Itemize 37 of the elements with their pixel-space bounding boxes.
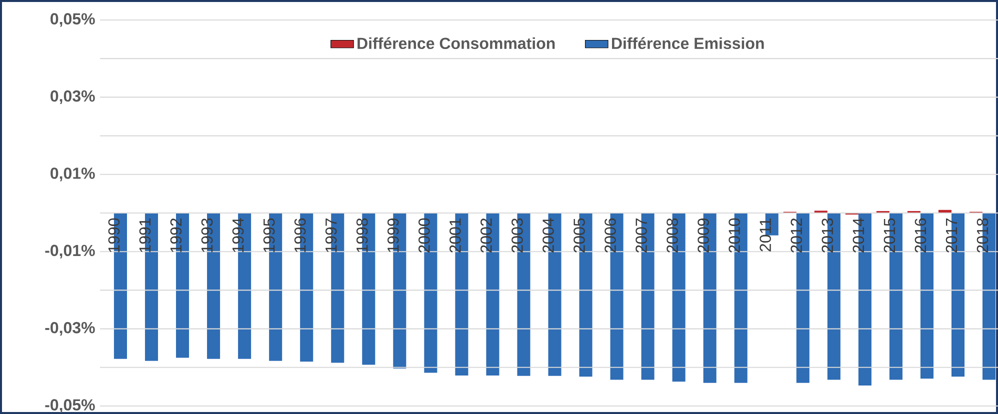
x-tick-label: 1993 <box>201 218 213 252</box>
y-tick-label: -0,03% <box>45 322 95 336</box>
x-tick-label: 1992 <box>170 218 182 252</box>
x-tick-label: 2005 <box>574 218 585 253</box>
y-tick-label: -0,05% <box>45 399 95 413</box>
x-tick-label: 2017 <box>946 218 958 253</box>
y-tick-label: -0,01% <box>45 244 95 258</box>
x-tick-label: 2007 <box>636 218 647 253</box>
legend-label: Différence Consommation <box>358 37 555 50</box>
x-tick-label: 2000 <box>418 218 430 253</box>
x-tick-label: 2008 <box>666 218 678 253</box>
x-tick-label: 2018 <box>976 218 988 253</box>
x-tick-label: 2016 <box>914 218 926 253</box>
x-tick-label: 2002 <box>480 218 492 253</box>
y-tick-label: 0,01% <box>50 168 95 182</box>
x-tick-label: 1994 <box>232 218 244 252</box>
x-tick-label: 2003 <box>512 218 523 253</box>
y-tick-label: 0,03% <box>50 90 95 104</box>
x-tick-label: 2014 <box>852 218 864 253</box>
x-tick-label: 2001 <box>450 218 461 253</box>
legend-label: Différence Emission <box>612 37 764 50</box>
x-tick-label: 1995 <box>263 218 275 252</box>
x-tick-label: 2011 <box>760 218 772 252</box>
x-tick-label: 1990 <box>108 218 120 252</box>
x-tick-label: 1997 <box>325 218 337 252</box>
x-tick-label: 2010 <box>728 218 740 253</box>
x-tick-label: 2015 <box>884 218 896 253</box>
y-tick-label: 0,05% <box>50 13 95 27</box>
x-tick-label: 2009 <box>698 218 709 253</box>
x-tick-label: 1991 <box>139 218 151 252</box>
x-tick-label: 1998 <box>356 218 368 252</box>
x-tick-label: 1996 <box>294 218 306 252</box>
x-tick-label: 1999 <box>387 218 399 252</box>
x-tick-label: 2012 <box>790 218 802 253</box>
x-tick-label: 2013 <box>822 218 834 253</box>
x-tick-label: 2006 <box>604 218 616 253</box>
x-tick-label: 2004 <box>542 218 554 253</box>
